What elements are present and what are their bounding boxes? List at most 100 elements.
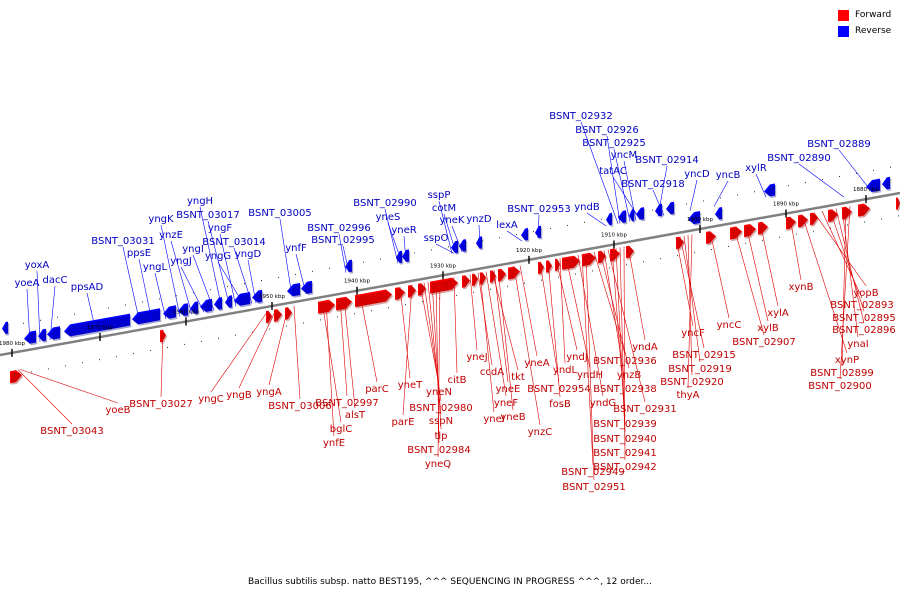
leader-layer	[17, 121, 873, 481]
figure-caption: Bacillus subtilis subsp. natto BEST195, …	[247, 577, 653, 587]
gene-feature	[274, 309, 282, 322]
gene-label-yndg: yndG	[590, 398, 616, 409]
gene-label-alst: alsT	[345, 410, 366, 421]
lane-dot	[609, 267, 610, 269]
leader-ppsad	[86, 292, 97, 332]
gene-label-xylb: xylB	[757, 323, 779, 334]
forward-swatch	[838, 9, 849, 21]
gene-label-sspn: sspN	[429, 416, 453, 427]
leader-yoeb	[19, 369, 119, 404]
gene-label-ppse: ppsE	[127, 248, 151, 259]
gene-label-bsnt-02926: BSNT_02926	[575, 125, 638, 136]
gene-label-bsnt-03014: BSNT_03014	[202, 237, 265, 248]
gene-label-bsnt-02890: BSNT_02890	[767, 153, 830, 164]
lane-dot	[788, 185, 789, 187]
gene-shadow	[319, 301, 337, 316]
leader-bsnt-02899	[841, 206, 847, 367]
leader-ynee	[493, 270, 509, 383]
lane-dot	[728, 245, 729, 247]
leader-ynej	[469, 274, 478, 351]
gene-feature	[355, 289, 392, 308]
gene-label-yngk: yngK	[148, 214, 174, 225]
lane-dot	[881, 218, 882, 220]
leader-bsnt-02951	[585, 253, 595, 481]
gene-label-yncc: yncC	[717, 320, 742, 331]
gene-shadow	[787, 218, 798, 232]
lane-dot	[762, 239, 763, 241]
leader-ynzb	[599, 250, 630, 369]
gene-feature	[480, 272, 486, 285]
legend-reverse: Reverse	[838, 25, 891, 37]
lane-dot	[711, 249, 712, 251]
gene-feature	[508, 266, 520, 280]
gene-shadow	[302, 282, 314, 296]
gene-label-bsnt-02996: BSNT_02996	[307, 223, 370, 234]
leader-ynga	[268, 307, 289, 386]
lane-dot	[422, 301, 423, 303]
legend-forward: Forward	[838, 9, 891, 21]
gene-shadow	[48, 327, 62, 341]
leader-yndl	[559, 258, 566, 364]
gene-feature	[882, 176, 890, 190]
leader-yncc	[709, 231, 730, 319]
lane-dot	[74, 313, 75, 315]
leader-thya	[687, 234, 693, 389]
gene-shadow	[460, 240, 468, 254]
lane-dot	[822, 179, 823, 181]
lane-dot	[541, 279, 542, 281]
gene-shadow	[419, 284, 428, 298]
gene-shadow	[563, 257, 582, 272]
gene-label-bsnt-02915: BSNT_02915	[672, 350, 735, 361]
leader-ppse	[138, 258, 153, 322]
lane-dot	[448, 246, 449, 248]
lane-dot	[286, 325, 287, 327]
lane-dot	[686, 203, 687, 205]
gene-feature	[629, 208, 634, 222]
leader-yngk	[160, 224, 181, 317]
gene-label-yopb: yopB	[853, 288, 878, 299]
lane-dot	[235, 334, 236, 336]
lane-dot	[890, 166, 891, 168]
gene-label-tlp: tlp	[434, 431, 447, 442]
gene-shadow	[745, 225, 758, 239]
gene-label-pare: parE	[392, 417, 415, 428]
gene-shadow	[689, 212, 702, 226]
gene-feature	[451, 240, 458, 254]
lane-dot	[31, 371, 32, 373]
gene-feature	[676, 236, 684, 250]
leader-bsnt-02949	[581, 254, 594, 466]
lane-dot	[57, 316, 58, 318]
leader-tlp	[431, 281, 442, 430]
lane-dot	[295, 273, 296, 275]
lane-dot	[898, 215, 899, 217]
leader-bsnt-03005	[279, 218, 293, 297]
gene-feature	[618, 210, 626, 223]
gene-label-bsnt-02990: BSNT_02990	[353, 198, 416, 209]
gene-label-fosb: fosB	[549, 399, 571, 410]
gene-label-ynek: yneK	[440, 215, 465, 226]
gene-label-xyla: xylA	[767, 308, 789, 319]
gene-shadow	[667, 203, 676, 216]
gene-label-yngg: yngG	[205, 251, 231, 262]
leader-alst	[343, 297, 356, 409]
gene-label-ynga: yngA	[256, 387, 282, 398]
gene-feature	[462, 275, 470, 288]
lane-dot	[244, 283, 245, 285]
lane-dot	[218, 337, 219, 339]
lane-dot	[388, 307, 389, 309]
leader-yncd	[689, 179, 698, 211]
gene-shadow	[499, 270, 508, 283]
lane-dot	[431, 249, 432, 251]
gene-label-yndh: yndH	[577, 370, 603, 381]
gene-label-bsnt-02938: BSNT_02938	[593, 384, 656, 395]
gene-shadow	[409, 286, 418, 300]
gene-label-ynet: yneT	[398, 380, 423, 391]
gene-label-sspo: sspO	[424, 233, 449, 244]
lane-dot	[830, 227, 831, 229]
gene-label-bsnt-03017: BSNT_03017	[176, 210, 239, 221]
gene-label-citb: citB	[447, 375, 466, 386]
gene-feature	[546, 260, 552, 273]
lane-dot	[575, 273, 576, 275]
gene-label-bsnt-02942: BSNT_02942	[593, 462, 656, 473]
features-layer	[2, 176, 900, 385]
